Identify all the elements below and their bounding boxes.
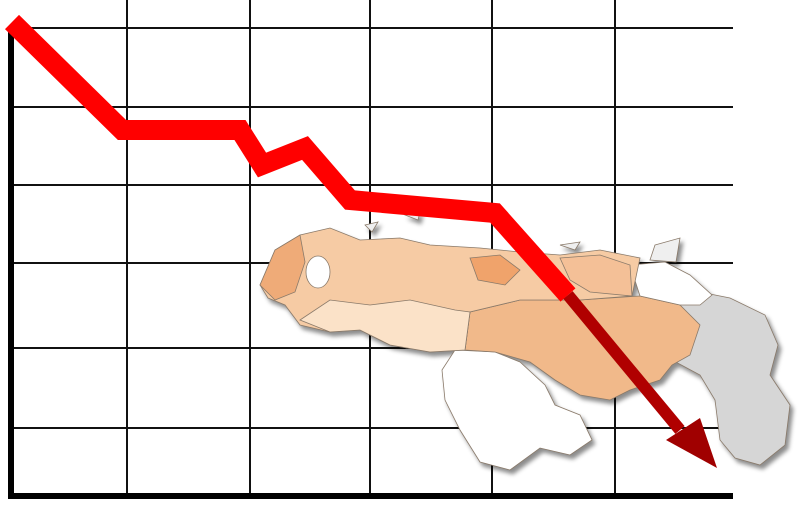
- map-region: [259, 234, 306, 301]
- trend-line: [4, 14, 576, 302]
- lake: [305, 255, 331, 289]
- map-region: [469, 254, 521, 286]
- map-region: [559, 254, 633, 297]
- map-region: [667, 291, 791, 466]
- map-region: [629, 261, 713, 306]
- trend-arrowhead: [666, 418, 717, 468]
- map-region: [299, 299, 471, 353]
- trend-arrow-shaft: [563, 291, 685, 434]
- map-region: [441, 349, 593, 471]
